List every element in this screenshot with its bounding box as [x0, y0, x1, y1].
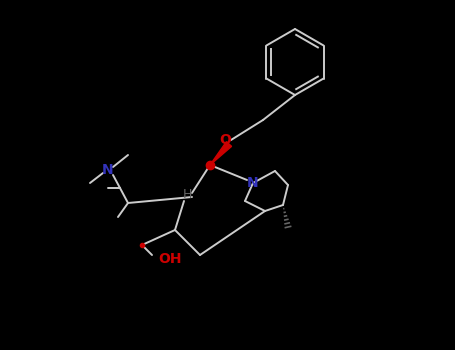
Text: N: N	[247, 176, 259, 190]
Polygon shape	[210, 142, 232, 165]
Text: H: H	[182, 189, 192, 202]
Text: N: N	[102, 163, 114, 177]
Text: OH: OH	[158, 252, 182, 266]
Text: O: O	[219, 133, 231, 147]
